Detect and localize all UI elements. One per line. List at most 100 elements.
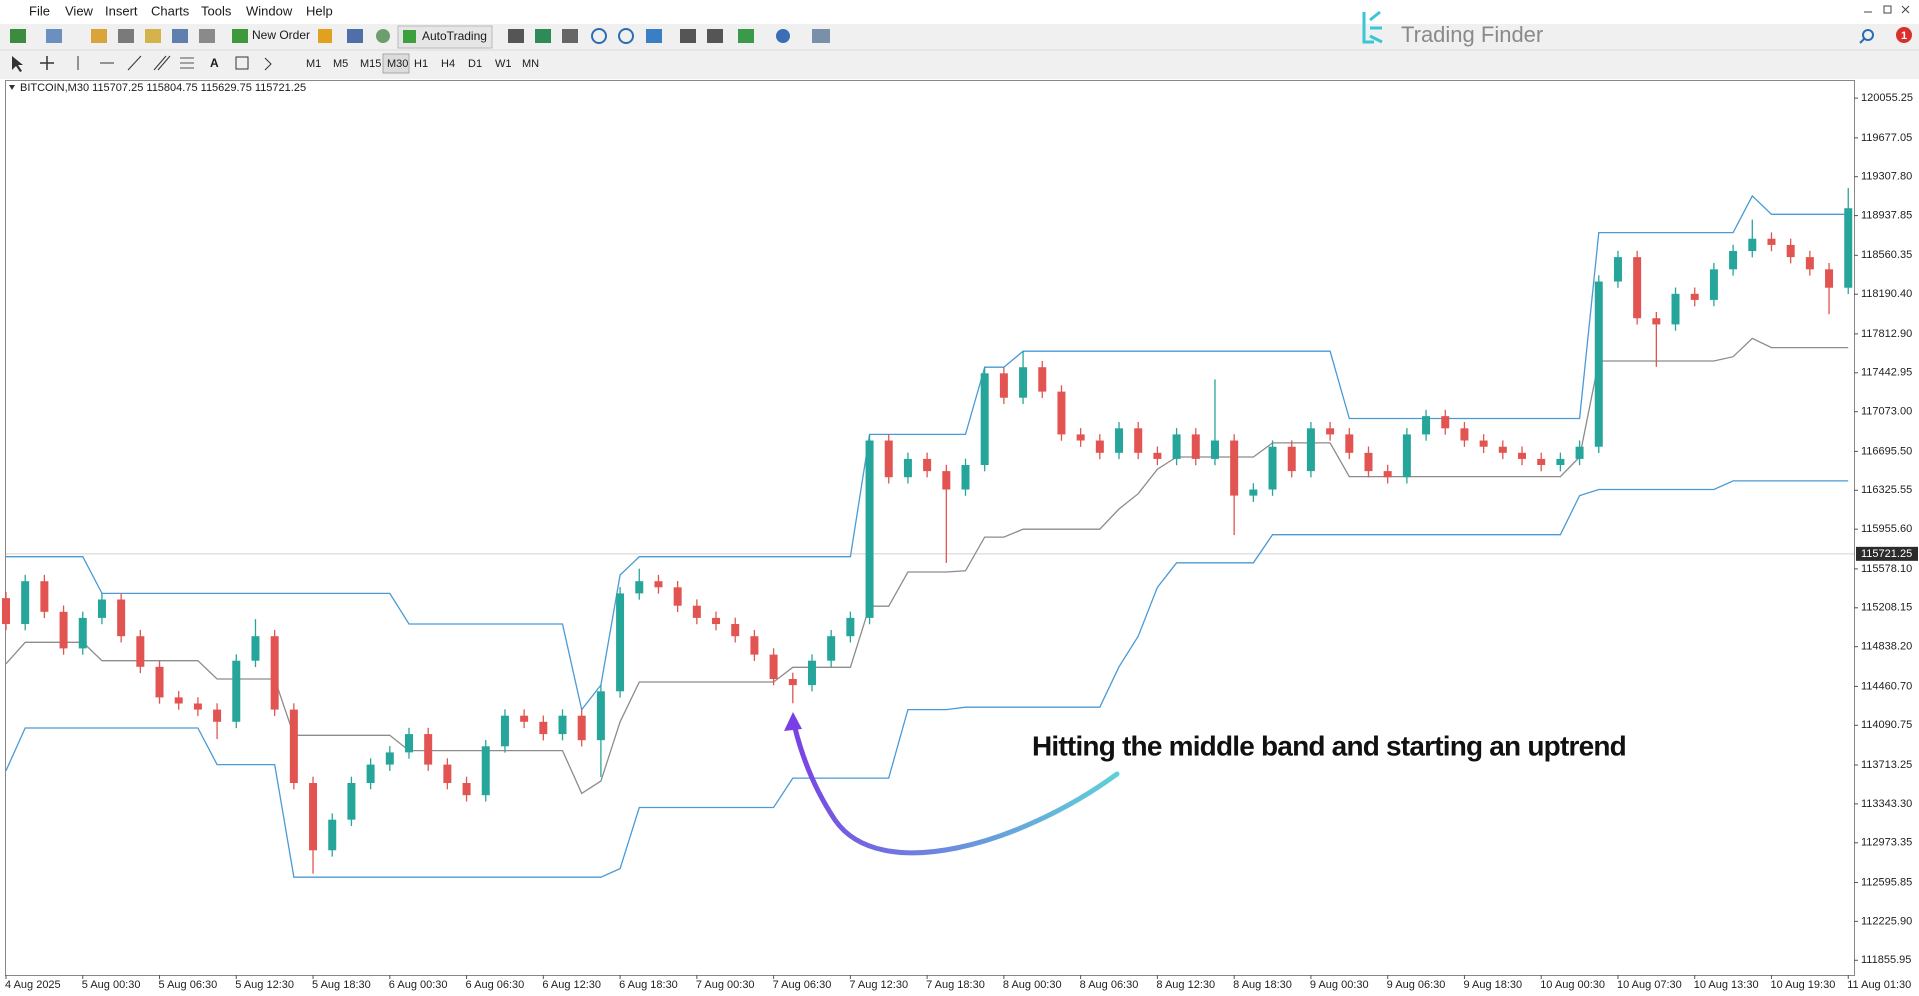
y-tick-label: 118560.35 bbox=[1861, 249, 1912, 261]
market-watch-icon[interactable] bbox=[91, 29, 107, 43]
x-tick-label: 7 Aug 12:30 bbox=[849, 979, 908, 991]
candle-body bbox=[846, 617, 855, 637]
timeframe-button[interactable]: M5 bbox=[333, 58, 348, 70]
ohlc-low: 115629.75 bbox=[201, 82, 252, 94]
zoom-out-icon[interactable] bbox=[618, 28, 634, 44]
candle-body bbox=[443, 764, 452, 783]
arrows-tool[interactable] bbox=[264, 57, 272, 71]
candle-body bbox=[1019, 367, 1028, 398]
x-tick-label: 11 Aug 01:30 bbox=[1847, 979, 1911, 991]
candles-icon[interactable] bbox=[535, 29, 551, 43]
chart-header: BITCOIN,M30 115707.25 115804.75 115629.7… bbox=[9, 82, 306, 94]
new-order-label[interactable]: New Order bbox=[252, 28, 310, 42]
search-icon[interactable] bbox=[1862, 29, 1874, 41]
candle-body bbox=[270, 636, 279, 710]
text-tool-icon[interactable]: A bbox=[210, 56, 219, 70]
menu: File View Insert Charts Tools Window Help bbox=[29, 3, 333, 18]
autotrading-button[interactable] bbox=[397, 25, 493, 49]
timeframe-button[interactable]: M30 bbox=[387, 58, 408, 70]
new-chart-icon[interactable] bbox=[10, 29, 26, 43]
autotrading-label[interactable]: AutoTrading bbox=[422, 29, 487, 43]
y-tick-label: 115955.60 bbox=[1861, 523, 1912, 535]
candle-body bbox=[1306, 428, 1315, 472]
close-button[interactable] bbox=[1901, 5, 1910, 14]
x-tick-label: 6 Aug 18:30 bbox=[619, 979, 678, 991]
menu-item[interactable]: Window bbox=[246, 3, 293, 18]
timeframe-button[interactable]: D1 bbox=[468, 58, 482, 70]
restore-button[interactable] bbox=[1883, 5, 1892, 14]
market-icon[interactable] bbox=[376, 29, 390, 43]
tile-icon[interactable] bbox=[646, 29, 662, 43]
menu-item[interactable]: View bbox=[65, 3, 94, 18]
x-tick-label: 5 Aug 12:30 bbox=[235, 979, 294, 991]
timeframe-button[interactable]: M15 bbox=[360, 58, 381, 70]
candle-body bbox=[174, 697, 183, 704]
data-window-icon[interactable] bbox=[118, 29, 134, 43]
navigator-icon[interactable] bbox=[145, 29, 161, 43]
x-tick-label: 6 Aug 06:30 bbox=[466, 979, 525, 991]
menu-item[interactable]: Help bbox=[306, 3, 333, 18]
metaeditor-icon[interactable] bbox=[318, 29, 332, 43]
candle-body bbox=[1748, 238, 1757, 252]
y-tick-label: 118937.85 bbox=[1861, 210, 1912, 222]
x-tick-label: 5 Aug 18:30 bbox=[312, 979, 371, 991]
ohlc-high: 115804.75 bbox=[146, 82, 197, 94]
timeframe-button[interactable]: MN bbox=[522, 58, 539, 70]
notification-badge[interactable] bbox=[1896, 27, 1912, 43]
new-order-icon[interactable] bbox=[232, 29, 248, 43]
x-tick-label: 10 Aug 07:30 bbox=[1617, 979, 1682, 991]
terminal-icon[interactable] bbox=[172, 29, 188, 43]
timeframe-button[interactable]: M1 bbox=[306, 58, 321, 70]
x-tick-label: 6 Aug 00:30 bbox=[389, 979, 448, 991]
y-tick-label: 116325.55 bbox=[1861, 484, 1912, 496]
timeframe-button[interactable]: H1 bbox=[414, 58, 428, 70]
zoom-in-icon[interactable] bbox=[591, 28, 607, 44]
candle-body bbox=[1153, 452, 1162, 459]
candle-body bbox=[1671, 293, 1680, 325]
timeframe-button[interactable]: H4 bbox=[441, 58, 455, 70]
periods-icon[interactable] bbox=[776, 29, 790, 43]
y-tick-label: 112595.85 bbox=[1861, 876, 1912, 888]
line-chart-icon[interactable] bbox=[562, 29, 578, 43]
indicators-icon[interactable] bbox=[738, 29, 754, 43]
candle-body bbox=[1479, 440, 1488, 447]
candle-body bbox=[788, 678, 797, 686]
autoscroll-icon[interactable] bbox=[680, 29, 696, 43]
crosshair-tool[interactable] bbox=[40, 56, 54, 70]
signals-icon[interactable] bbox=[347, 29, 363, 43]
x-tick-label: 8 Aug 12:30 bbox=[1156, 979, 1215, 991]
candle-body bbox=[1076, 434, 1085, 441]
x-tick-label: 8 Aug 06:30 bbox=[1080, 979, 1139, 991]
bar-chart-icon[interactable] bbox=[508, 29, 524, 43]
fibonacci-tool[interactable] bbox=[180, 57, 194, 69]
timeframe-button[interactable]: W1 bbox=[495, 58, 512, 70]
menu-item[interactable]: Charts bbox=[151, 3, 190, 18]
window-controls: 1 bbox=[1859, 5, 1912, 44]
trendline-tool[interactable] bbox=[127, 55, 142, 71]
label-tool[interactable] bbox=[235, 56, 249, 70]
menu-item[interactable]: File bbox=[29, 3, 50, 18]
y-tick-label: 112973.35 bbox=[1861, 837, 1912, 849]
candle-body bbox=[1633, 257, 1642, 319]
menu-item[interactable]: Tools bbox=[201, 3, 232, 18]
x-tick-label: 10 Aug 00:30 bbox=[1540, 979, 1605, 991]
tester-icon[interactable] bbox=[199, 29, 215, 43]
candle-body bbox=[366, 764, 375, 783]
candle-body bbox=[1134, 428, 1143, 453]
cursor-tool[interactable] bbox=[12, 56, 23, 72]
candle-body bbox=[1767, 238, 1776, 245]
y-tick-label: 114460.70 bbox=[1861, 680, 1912, 692]
templates-icon[interactable] bbox=[812, 29, 830, 43]
candle-body bbox=[1825, 269, 1834, 288]
x-tick-label: 7 Aug 06:30 bbox=[773, 979, 832, 991]
candle-body bbox=[385, 752, 394, 765]
channel-tool[interactable] bbox=[153, 55, 171, 71]
profiles-icon[interactable] bbox=[46, 29, 62, 43]
menu-item[interactable]: Insert bbox=[105, 3, 138, 18]
candle-body bbox=[520, 715, 529, 722]
y-tick-label: 115578.10 bbox=[1861, 563, 1912, 575]
header-arrow bbox=[9, 85, 15, 90]
shift-icon[interactable] bbox=[707, 29, 723, 43]
candle-body bbox=[481, 746, 490, 796]
x-tick-label: 10 Aug 13:30 bbox=[1694, 979, 1759, 991]
